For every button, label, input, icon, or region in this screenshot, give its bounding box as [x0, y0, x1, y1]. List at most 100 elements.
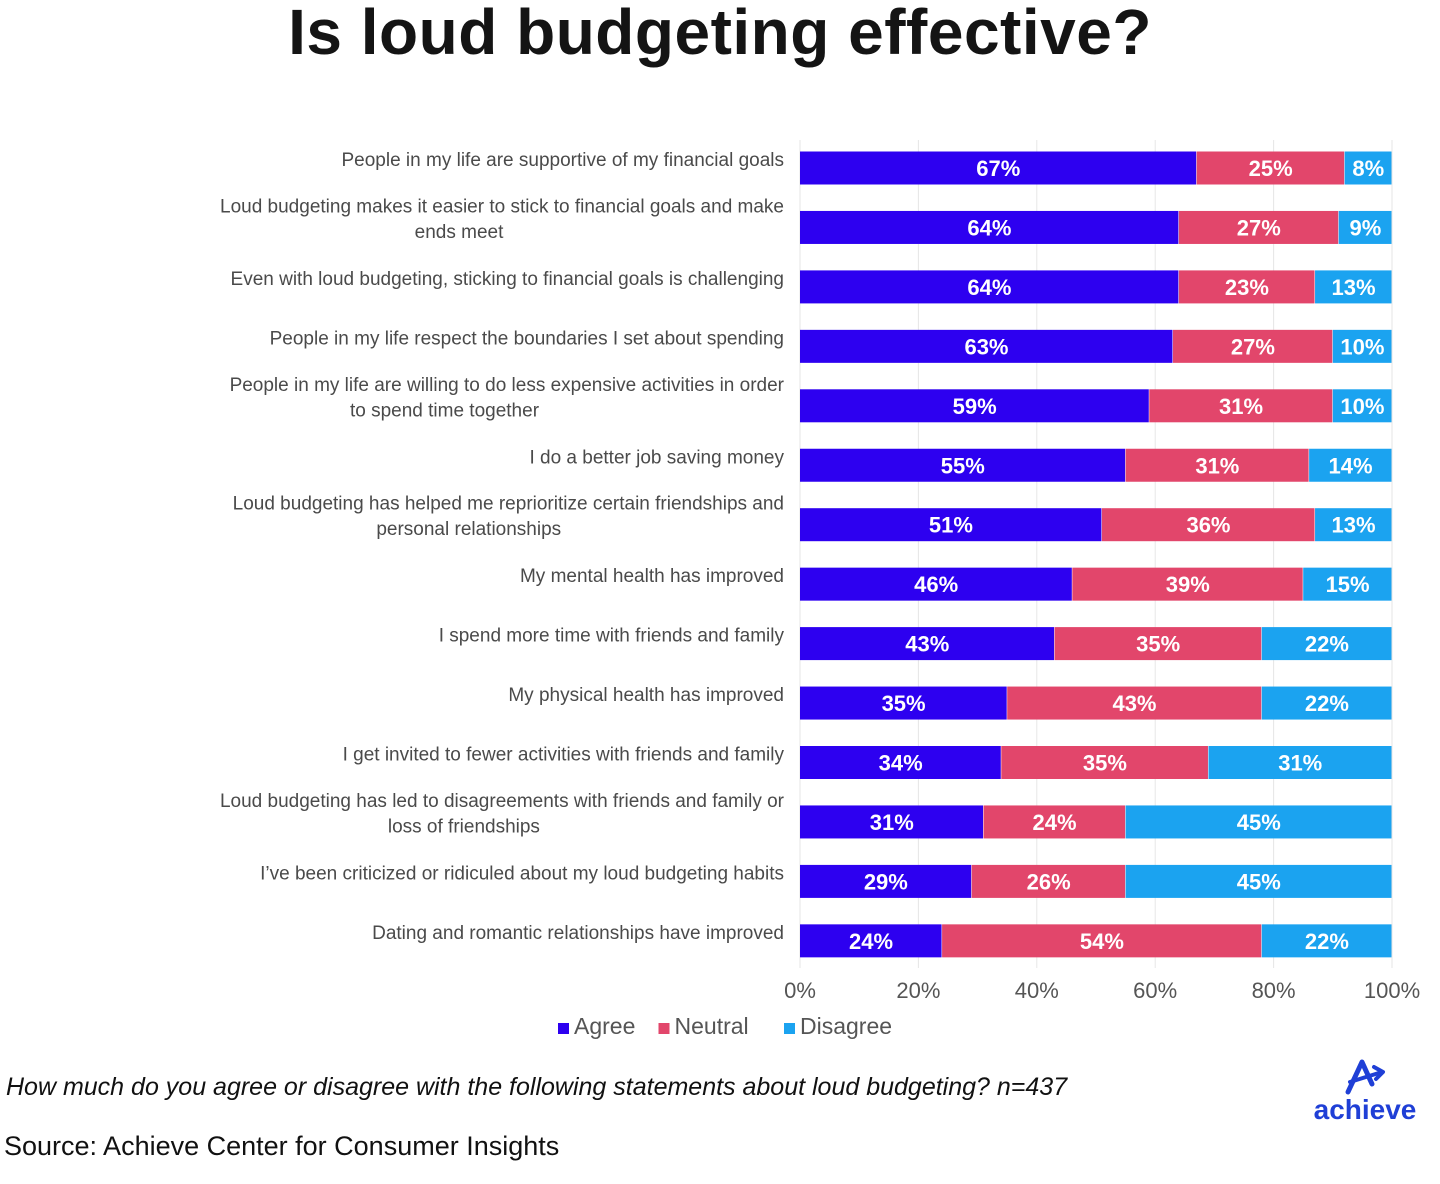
x-tick-label: 20%: [896, 978, 940, 1003]
bar-disagree: [1303, 567, 1392, 601]
bar-disagree: [1208, 746, 1392, 779]
data-label: 31%: [1195, 453, 1239, 478]
data-label: 35%: [1083, 751, 1127, 776]
stacked-bar-chart: 0% 20% 40% 60% 80% 100% People in my life are …: [220, 140, 1420, 1039]
bar-disagree: [1338, 210, 1392, 244]
achieve-logo: achieve: [1310, 1058, 1420, 1130]
legend-swatch-neutral: [658, 1023, 670, 1034]
x-tick-label: 100%: [1364, 978, 1420, 1003]
data-label: 34%: [879, 751, 923, 776]
bar-neutral: [1178, 270, 1315, 304]
category-label: to spend time together: [350, 400, 540, 421]
data-label: 64%: [967, 215, 1011, 240]
achieve-logo-text: achieve: [1313, 1094, 1417, 1125]
category-label: ends meet: [415, 222, 504, 243]
bar-agree: [800, 805, 984, 839]
bar-disagree: [1315, 508, 1392, 542]
legend-label-agree: Agree: [574, 1013, 635, 1039]
bar-agree: [800, 864, 972, 898]
data-label: 22%: [1305, 691, 1349, 716]
data-label: 31%: [1278, 751, 1322, 776]
bar-neutral: [1001, 746, 1208, 779]
category-label: Dating and romantic relationships have i…: [372, 923, 784, 944]
data-label: 31%: [870, 810, 914, 835]
data-label: 39%: [1166, 572, 1210, 597]
x-tick-label: 60%: [1133, 978, 1177, 1003]
bar-agree: [800, 746, 1001, 779]
data-label: 45%: [1237, 869, 1281, 894]
legend-label-neutral: Neutral: [675, 1013, 749, 1039]
data-label: 8%: [1352, 156, 1384, 181]
data-label: 13%: [1331, 513, 1375, 538]
category-label: I’ve been criticized or ridiculed about …: [260, 863, 784, 884]
legend-swatch-agree: [558, 1023, 569, 1034]
data-label: 43%: [1112, 691, 1156, 716]
data-label: 46%: [914, 572, 958, 597]
bar-neutral: [1172, 329, 1333, 363]
bar-disagree: [1261, 627, 1392, 661]
bar-neutral: [1007, 686, 1262, 720]
bar-agree: [800, 210, 1179, 244]
data-label: 51%: [929, 513, 973, 538]
x-tick-label: 40%: [1015, 978, 1059, 1003]
legend-label-disagree: Disagree: [800, 1013, 892, 1039]
data-label: 13%: [1331, 275, 1375, 300]
data-label: 22%: [1305, 929, 1349, 954]
bar-neutral: [1149, 389, 1333, 423]
data-label: 23%: [1225, 275, 1269, 300]
data-label: 54%: [1080, 929, 1124, 954]
data-label: 63%: [964, 334, 1008, 359]
data-label: 14%: [1329, 453, 1373, 478]
category-label: Loud budgeting makes it easier to stick …: [220, 196, 784, 217]
bar-disagree: [1125, 805, 1392, 839]
bar-neutral: [1125, 448, 1309, 482]
x-tick-label: 80%: [1252, 978, 1296, 1003]
category-label: People in my life are willing to do less…: [230, 375, 785, 396]
data-label: 45%: [1237, 810, 1281, 835]
chart-title: Is loud budgeting effective?: [288, 0, 1152, 68]
data-label: 35%: [882, 691, 926, 716]
category-label: loss of friendships: [388, 816, 540, 837]
x-tick-label: 0%: [784, 978, 816, 1003]
bar-agree: [800, 924, 942, 958]
data-label: 64%: [967, 275, 1011, 300]
category-label: Even with loud budgeting, sticking to fi…: [231, 269, 784, 290]
bar-agree: [800, 448, 1126, 482]
bar-disagree: [1261, 924, 1392, 958]
source-note: Source: Achieve Center for Consumer Insi…: [4, 1131, 560, 1161]
data-label: 25%: [1249, 156, 1293, 181]
category-label: I spend more time with friends and famil…: [439, 626, 785, 647]
category-label: People in my life respect the boundaries…: [270, 328, 784, 349]
data-label: 10%: [1340, 334, 1384, 359]
data-label: 9%: [1349, 215, 1381, 240]
bar-agree: [800, 389, 1149, 423]
data-label: 36%: [1186, 513, 1230, 538]
bar-disagree: [1261, 686, 1392, 720]
category-label: I do a better job saving money: [529, 447, 784, 468]
bar-neutral: [1196, 151, 1345, 185]
survey-question-caption: How much do you agree or disagree with t…: [6, 1073, 1068, 1101]
category-label: My physical health has improved: [508, 685, 784, 706]
data-label: 67%: [976, 156, 1020, 181]
bar-neutral: [1101, 508, 1315, 542]
bar-neutral: [1072, 567, 1303, 601]
bar-agree: [800, 627, 1055, 661]
bar-disagree: [1309, 448, 1392, 482]
bar-neutral: [983, 805, 1126, 839]
bar-neutral: [942, 924, 1262, 958]
data-label: 24%: [849, 929, 893, 954]
bar-agree: [800, 508, 1102, 542]
data-label: 27%: [1237, 215, 1281, 240]
data-label: 29%: [864, 869, 908, 894]
bar-neutral: [971, 864, 1126, 898]
bar-agree: [800, 270, 1179, 304]
achieve-logo-icon: [1345, 1059, 1385, 1095]
category-label: I get invited to fewer activities with f…: [343, 745, 785, 766]
bar-disagree: [1332, 389, 1392, 423]
category-label: People in my life are supportive of my f…: [341, 150, 784, 171]
data-label: 59%: [953, 394, 997, 419]
data-label: 55%: [941, 453, 985, 478]
bar-neutral: [1054, 627, 1262, 661]
bar-agree: [800, 329, 1173, 363]
bar-disagree: [1315, 270, 1392, 304]
